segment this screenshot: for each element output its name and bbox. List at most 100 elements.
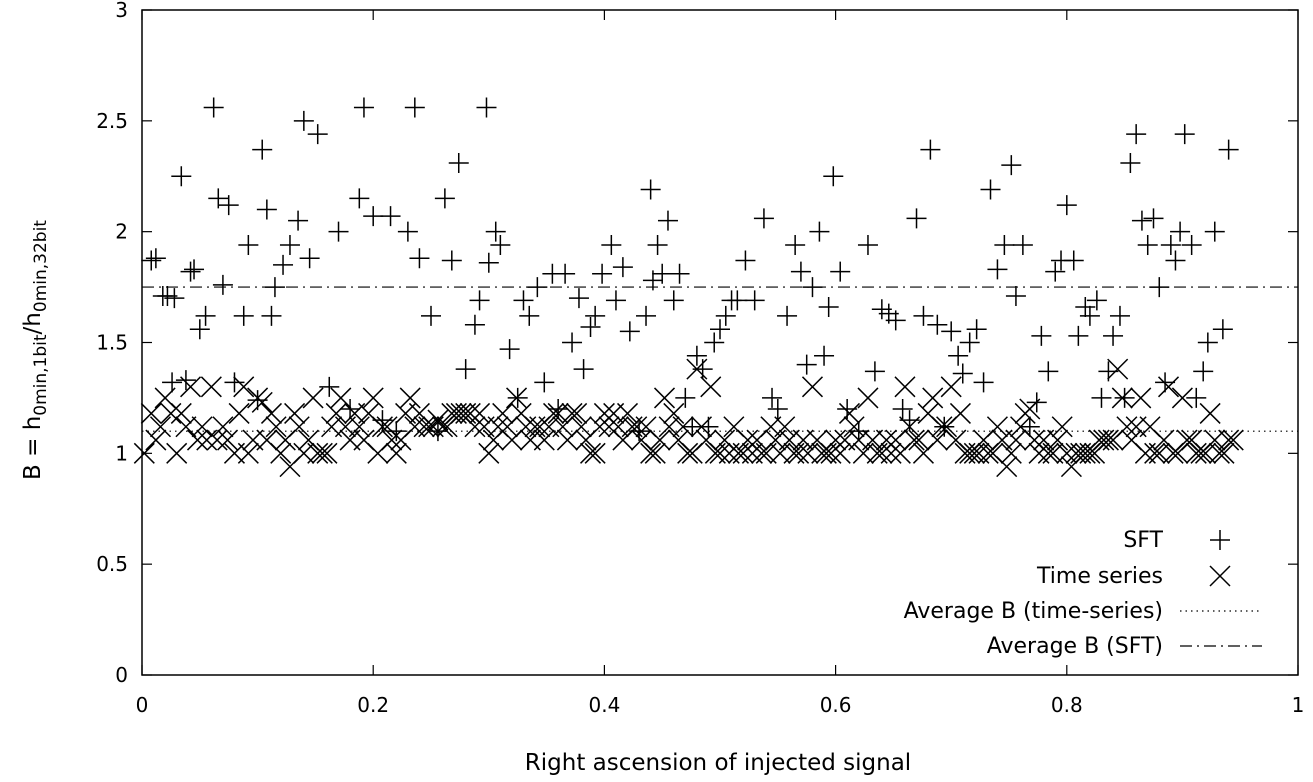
time-series-point: [140, 402, 162, 424]
sft-point: [1091, 387, 1112, 408]
sft-point: [823, 166, 844, 187]
sft-point: [1186, 387, 1207, 408]
y-axis-label-sub1: 0min,1bit: [31, 334, 51, 416]
sft-point: [647, 234, 668, 255]
sft-point: [141, 250, 162, 271]
sft-point: [1218, 139, 1239, 160]
time-series-point: [649, 429, 671, 451]
time-series-point: [145, 429, 167, 451]
sft-point: [527, 277, 548, 298]
legend-label-time-series: Time series: [1036, 564, 1163, 589]
sft-point: [767, 399, 788, 419]
time-series-point: [492, 402, 514, 424]
time-series-point: [908, 429, 930, 451]
sft-point: [145, 248, 166, 269]
sft-point: [994, 234, 1015, 255]
sft-point: [818, 297, 839, 318]
time-series-point: [644, 442, 666, 464]
time-series-point: [653, 387, 676, 409]
time-series-point: [196, 429, 218, 451]
time-series-point: [260, 402, 283, 424]
sft-point: [162, 372, 183, 393]
sft-point: [1056, 195, 1077, 216]
time-series-point: [1000, 442, 1022, 464]
sft-point: [1137, 234, 1158, 255]
sft-point: [441, 250, 462, 271]
sft-point: [1005, 285, 1026, 306]
sft-point: [513, 290, 534, 311]
sft-point: [612, 257, 633, 278]
time-series-point: [1051, 416, 1073, 438]
sft-point: [796, 354, 817, 375]
time-series-point: [584, 442, 606, 464]
sft-point: [319, 376, 340, 397]
time-series-point: [857, 387, 879, 409]
sft-point: [349, 188, 370, 209]
time-series-point: [903, 429, 925, 451]
sft-point: [328, 221, 349, 242]
sft-point: [555, 263, 576, 284]
time-series-point: [1144, 442, 1166, 464]
sft-point: [785, 234, 806, 255]
sft-point: [790, 261, 811, 282]
time-series-point: [399, 387, 421, 409]
sft-point: [814, 345, 835, 366]
legend-symbol-time-series: [1209, 565, 1231, 587]
y-tick-label: 0.5: [96, 552, 128, 576]
time-series-point: [191, 416, 213, 438]
time-series-point: [1222, 429, 1244, 451]
sft-point: [948, 345, 969, 366]
sft-point: [987, 259, 1008, 280]
x-tick-label: 1: [1292, 693, 1305, 717]
x-tick-label: 0: [136, 693, 149, 717]
sft-point: [568, 288, 589, 309]
time-series-point: [1199, 402, 1221, 424]
x-tick-label: 0.8: [1051, 693, 1083, 717]
time-series-point: [686, 358, 708, 380]
sft-point: [363, 206, 384, 227]
sft-point: [490, 234, 511, 255]
time-series-point: [566, 402, 588, 424]
sft-point: [669, 263, 690, 284]
sft-point: [273, 254, 294, 275]
time-series-point: [940, 376, 962, 398]
x-tick-label: 0.4: [588, 693, 620, 717]
sft-point: [920, 139, 941, 160]
time-series-point: [270, 442, 292, 464]
sft-point: [802, 277, 823, 298]
x-tick-label: 0.2: [357, 693, 389, 717]
time-series-point: [348, 416, 370, 438]
sft-point: [288, 210, 309, 231]
time-series-point: [774, 416, 796, 438]
time-series-point: [233, 376, 255, 398]
sft-point: [1120, 152, 1141, 173]
y-axis-label: B = h0min,1bit/h0min,32bit: [20, 220, 51, 480]
sft-point: [675, 387, 696, 408]
time-series-point: [899, 416, 921, 438]
time-series-point: [1218, 429, 1240, 451]
time-series-point: [677, 442, 699, 464]
sft-point: [640, 179, 661, 200]
sft-point: [601, 234, 622, 255]
time-series-point: [469, 402, 491, 424]
sft-point: [1181, 234, 1202, 255]
time-series-point: [949, 402, 971, 424]
time-series-point: [922, 387, 944, 409]
sft-point: [409, 248, 430, 269]
sft-point: [184, 259, 205, 280]
time-series-point: [170, 402, 192, 424]
sft-point: [735, 250, 756, 271]
sft-point: [434, 188, 455, 209]
y-tick-label: 1.5: [96, 331, 128, 355]
time-series-point: [302, 387, 324, 409]
time-series-point: [1111, 387, 1133, 409]
sft-point: [605, 290, 626, 311]
sft-point: [1114, 387, 1135, 408]
sft-point: [299, 248, 320, 269]
time-series-point: [1019, 398, 1041, 420]
sft-point: [1131, 210, 1152, 231]
sft-point: [580, 316, 601, 337]
sft-point: [1204, 221, 1225, 242]
sft-point: [1063, 250, 1084, 271]
sft-point: [704, 332, 725, 353]
